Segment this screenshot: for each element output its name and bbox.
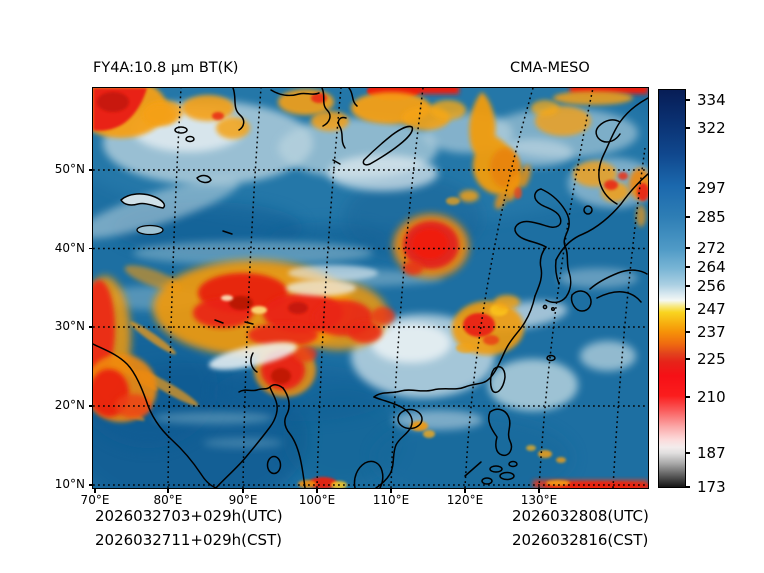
x-tick-label: 120°E [446,493,484,507]
x-tick-mark [390,488,392,493]
colorbar-tick-mark [685,99,690,101]
colorbar-tick-label: 173 [697,478,726,496]
y-tick-mark [88,484,93,486]
x-tick-mark [538,488,540,493]
colorbar-ticks: 334 322 297 285 272 264 256 247 237 225 210 187 173 [685,90,760,496]
colorbar-tick-mark [685,358,690,360]
plot-title: FY4A:10.8 μm BT(K) [93,60,239,76]
colorbar-tick-label: 297 [697,178,726,197]
x-tick-mark [316,488,318,493]
y-tick-label: 20°N [54,398,85,412]
x-tick-mark [94,488,96,493]
colorbar-tick-mark [685,396,690,398]
colorbar [658,89,686,488]
colorbar-tick-label: 247 [697,299,726,318]
x-tick-mark [242,488,244,493]
colorbar-tick-mark [685,216,690,218]
colorbar-tick-label: 256 [697,276,726,295]
valid-time-utc: 2026032808(UTC) [512,507,649,525]
colorbar-tick-label: 322 [697,118,726,137]
colorbar-tick-mark [685,247,690,249]
map-area [92,87,649,489]
y-tick-mark [88,247,93,250]
y-tick-label: 40°N [54,240,85,255]
colorbar-tick-label: 334 [697,91,726,109]
init-time-cst: 2026032711+029h(CST) [95,531,283,549]
colorbar-tick-label: 237 [697,323,726,341]
x-tick-label: 100°E [298,493,336,507]
x-axis: 70°E 80°E 90°E 100°E 110°E 120°E 130°E [81,488,648,510]
colorbar-tick-mark [685,452,690,454]
x-tick-mark [167,488,169,493]
x-tick-mark [464,488,466,493]
y-tick-mark [88,169,93,171]
x-tick-label: 70°E [80,493,110,507]
y-tick-label: 10°N [54,477,85,491]
x-tick-label: 110°E [372,493,410,507]
colorbar-tick-label: 272 [697,239,726,257]
colorbar-tick-mark [685,308,690,310]
colorbar-tick-label: 187 [697,444,726,463]
x-tick-label: 90°E [228,493,258,507]
colorbar-tick-mark [685,486,690,488]
x-tick-label: 130°E [520,493,558,507]
y-axis: 50°N 40°N 30°N 20°N 10°N [44,88,93,491]
map-coastlines [93,88,648,488]
colorbar-tick-label: 264 [697,257,726,276]
colorbar-tick-mark [685,285,690,287]
colorbar-tick-label: 210 [697,388,726,406]
colorbar-tick-mark [685,331,690,333]
colorbar-tick-label: 225 [697,350,726,368]
satellite-bt-map [93,88,648,488]
valid-time-cst: 2026032816(CST) [512,531,649,549]
map-graticule [93,88,648,488]
y-tick-label: 50°N [54,162,85,176]
colorbar-tick-mark [685,266,690,268]
init-time-utc: 2026032703+029h(UTC) [95,507,283,525]
colorbar-tick-label: 285 [697,208,726,226]
x-tick-label: 80°E [153,493,183,507]
colorbar-tick-mark [685,127,690,129]
model-name-title: CMA-MESO [510,60,590,76]
colorbar-tick-mark [685,187,690,189]
y-tick-label: 30°N [54,319,85,333]
y-tick-mark [88,405,93,407]
y-tick-mark [88,326,93,328]
